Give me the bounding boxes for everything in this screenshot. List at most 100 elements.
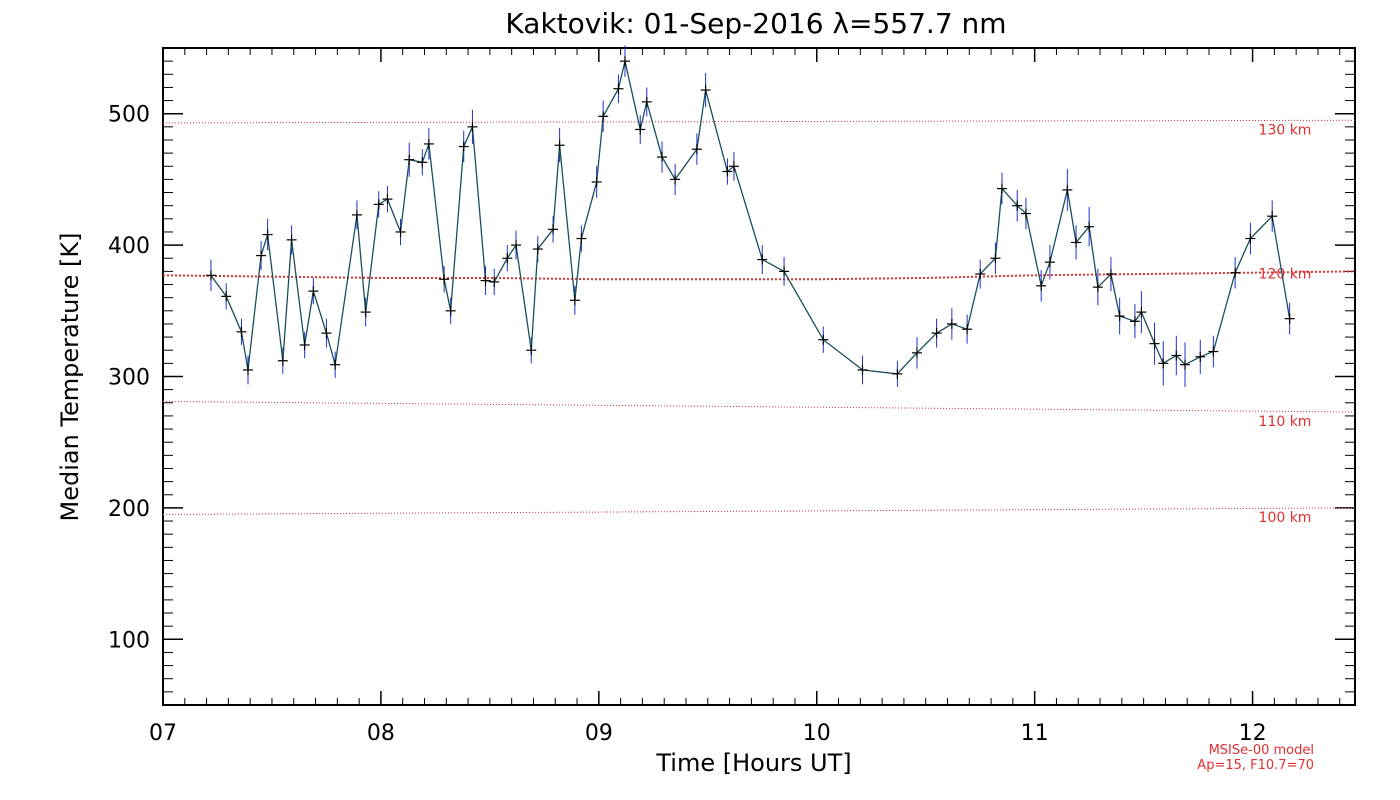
data-point bbox=[728, 161, 739, 172]
data-point bbox=[1071, 237, 1082, 248]
data-point bbox=[1044, 257, 1055, 268]
data-point bbox=[467, 121, 478, 132]
data-point bbox=[911, 347, 922, 358]
data-markers bbox=[205, 56, 1295, 379]
x-axis-ticks: 07 08 09 10 11 12 bbox=[149, 48, 1267, 746]
reference-line-label: 130 km bbox=[1259, 122, 1312, 138]
data-point bbox=[221, 291, 232, 302]
x-axis-label: Time [Hours UT] bbox=[655, 749, 851, 777]
data-point bbox=[256, 250, 267, 261]
y-tick-label: 500 bbox=[108, 103, 150, 128]
x-tick-label: 08 bbox=[367, 721, 395, 746]
data-point bbox=[330, 359, 341, 370]
data-point bbox=[423, 138, 434, 149]
x-tick-label: 12 bbox=[1239, 721, 1267, 746]
data-point bbox=[1020, 208, 1031, 219]
x-tick-label: 11 bbox=[1021, 721, 1049, 746]
y-tick-label: 200 bbox=[108, 497, 150, 522]
model-note-line1: MSISe-00 model bbox=[1209, 743, 1314, 758]
data-point bbox=[569, 295, 580, 306]
data-point bbox=[1012, 200, 1023, 211]
data-point bbox=[1129, 316, 1140, 327]
data-point bbox=[691, 144, 702, 155]
y-tick-label: 100 bbox=[108, 628, 150, 653]
data-point bbox=[502, 253, 513, 264]
data-point bbox=[1158, 358, 1169, 369]
data-point bbox=[657, 152, 668, 163]
minor-ticks bbox=[163, 48, 1355, 705]
data-point bbox=[975, 269, 986, 280]
x-tick-label: 07 bbox=[149, 721, 177, 746]
reference-line bbox=[162, 270, 1356, 281]
data-point bbox=[1195, 351, 1206, 362]
data-point bbox=[1180, 359, 1191, 370]
x-tick-label: 09 bbox=[585, 721, 613, 746]
data-point bbox=[286, 234, 297, 245]
data-point bbox=[857, 364, 868, 375]
data-point bbox=[1092, 282, 1103, 293]
data-point bbox=[1105, 269, 1116, 280]
data-point bbox=[591, 177, 602, 188]
data-point bbox=[576, 233, 587, 244]
data-point bbox=[779, 266, 790, 277]
data-point bbox=[931, 328, 942, 339]
data-point bbox=[619, 56, 630, 67]
data-point bbox=[1284, 313, 1295, 324]
data-point bbox=[670, 174, 681, 185]
data-point bbox=[613, 83, 624, 94]
data-point bbox=[892, 368, 903, 379]
data-point bbox=[1036, 280, 1047, 291]
data-point bbox=[321, 328, 332, 339]
data-point bbox=[700, 85, 711, 96]
data-point bbox=[236, 326, 247, 337]
data-point bbox=[554, 140, 565, 151]
data-point bbox=[1084, 221, 1095, 232]
plot-frame bbox=[162, 47, 1356, 706]
data-point bbox=[480, 275, 491, 286]
data-point bbox=[308, 286, 319, 297]
plot-border bbox=[162, 47, 1356, 706]
data-point bbox=[1267, 211, 1278, 222]
data-point bbox=[404, 154, 415, 165]
data-point bbox=[439, 274, 450, 285]
data-point bbox=[417, 157, 428, 168]
reference-line bbox=[162, 400, 1356, 413]
data-point bbox=[299, 339, 310, 350]
reference-line-label: 100 km bbox=[1259, 510, 1312, 526]
data-point bbox=[548, 224, 559, 235]
data-point bbox=[489, 276, 500, 287]
x-tick-label: 10 bbox=[803, 721, 831, 746]
data-point bbox=[373, 199, 384, 210]
data-point bbox=[635, 124, 646, 135]
y-tick-label: 300 bbox=[108, 366, 150, 391]
data-point bbox=[1208, 346, 1219, 357]
series-lines bbox=[210, 60, 1291, 375]
data-point bbox=[757, 254, 768, 265]
data-point bbox=[511, 240, 522, 251]
data-point bbox=[1114, 311, 1125, 322]
data-point bbox=[996, 183, 1007, 194]
data-point bbox=[262, 229, 273, 240]
error-bars bbox=[210, 45, 1291, 388]
model-note-line2: Ap=15, F10.7=70 bbox=[1197, 758, 1314, 773]
data-point bbox=[1149, 338, 1160, 349]
data-point bbox=[1245, 233, 1256, 244]
chart-title: Kaktovik: 01-Sep-2016 λ=557.7 nm bbox=[505, 7, 1006, 40]
model-reference-lines: 130 km 120 km 110 km 100 km bbox=[162, 119, 1356, 526]
data-point bbox=[242, 364, 253, 375]
data-point bbox=[598, 111, 609, 122]
data-point bbox=[526, 345, 537, 356]
data-point bbox=[946, 318, 957, 329]
y-axis-label: Median Temperature [K] bbox=[56, 232, 84, 521]
data-point bbox=[1136, 307, 1147, 318]
series-line bbox=[210, 60, 1291, 375]
reference-line-label: 120 km bbox=[1259, 266, 1312, 282]
data-point bbox=[1062, 184, 1073, 195]
data-point bbox=[990, 253, 1001, 264]
data-point bbox=[205, 270, 216, 281]
reference-line bbox=[162, 507, 1356, 515]
data-point bbox=[722, 166, 733, 177]
data-point bbox=[382, 194, 393, 205]
data-point bbox=[445, 305, 456, 316]
